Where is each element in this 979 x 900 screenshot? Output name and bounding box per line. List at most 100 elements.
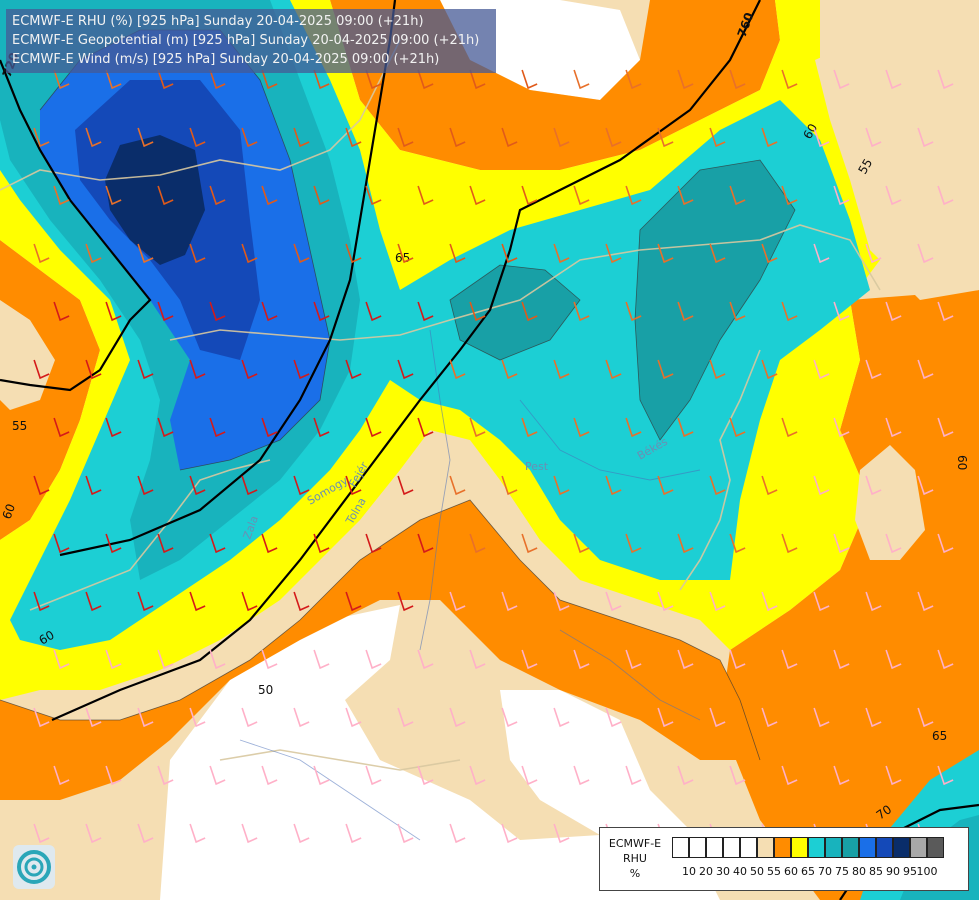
wind-barb [501,359,518,380]
wind-barb [105,69,122,90]
wind-barb [625,301,642,322]
wind-barb [605,591,622,612]
wind-barb [345,707,362,728]
wind-barb [157,649,174,670]
legend-swatch [859,837,876,858]
wind-barb [397,243,414,264]
legend-tick-label: 70 [818,865,832,878]
wind-barb [553,243,570,264]
wind-barb [917,475,934,496]
wind-barb [469,649,486,670]
wind-barb [521,649,538,670]
wind-barb [917,591,934,612]
wind-barb [313,69,330,90]
wind-barb [449,243,466,264]
legend-tick-label: 30 [716,865,730,878]
wind-barb [677,417,694,438]
country-border [679,349,761,591]
wind-barb [709,475,726,496]
wind-barb [189,823,206,844]
rhu-contour-label: 60 [0,502,18,521]
wind-barb [261,185,278,206]
wind-barb [85,127,102,148]
legend-swatch [910,837,927,858]
wind-barb [677,765,694,786]
map-title-box: ECMWF-E RHU (%) [925 hPa] Sunday 20-04-2… [6,9,496,73]
wind-barb [189,243,206,264]
wind-barb [573,649,590,670]
wind-barb [885,765,902,786]
wind-barb [209,69,226,90]
river [239,739,421,841]
wind-barb [865,475,882,496]
wind-barb [573,765,590,786]
wind-barb [397,359,414,380]
rhu-70-patch-east [635,160,795,440]
title-wind: ECMWF-E Wind (m/s) [925 hPa] Sunday 20-0… [12,52,440,67]
wind-barb [189,591,206,612]
wind-barb [261,69,278,90]
rhu-contour-label: 55 [12,419,27,433]
wind-barb [521,301,538,322]
legend-tick-label: 85 [869,865,883,878]
wind-barb [33,591,50,612]
geopotential-isoline-760 [51,0,761,722]
wind-barb [449,591,466,612]
wind-barb [937,765,954,786]
wind-barb [937,301,954,322]
legend-tick-label: 100 [916,865,938,878]
legend-swatch [842,837,859,858]
wind-barb [917,707,934,728]
wind-barb [605,475,622,496]
wind-barb [501,243,518,264]
wind-barb [605,359,622,380]
wind-barb [365,533,382,554]
legend-tick-label: 50 [750,865,764,878]
rhu-below50-area-east [500,690,690,835]
rhu-55-band-west [0,240,100,540]
wind-barb [729,765,746,786]
wind-barb [105,417,122,438]
wind-barb [521,185,538,206]
wind-barb [521,417,538,438]
contour-line [449,264,581,361]
wind-barb [657,127,674,148]
wind-barb [33,127,50,148]
wind-barb [53,649,70,670]
wind-barb [625,185,642,206]
wind-barb [209,185,226,206]
wind-barb [241,591,258,612]
wind-barb [209,301,226,322]
wind-barb [781,765,798,786]
wind-barb [761,591,778,612]
wind-barb [293,707,310,728]
wind-barb [313,765,330,786]
wind-barb [365,649,382,670]
wind-barb [729,185,746,206]
wind-barb [85,823,102,844]
legend-tick-label: 60 [784,865,798,878]
wind-barb [293,591,310,612]
wind-barb [397,823,414,844]
legend-swatch [740,837,757,858]
wind-barb [813,591,830,612]
river [519,399,701,481]
wind-barb [781,649,798,670]
river [419,329,451,651]
wind-barb [677,69,694,90]
wind-barb [833,185,850,206]
wind-barb [501,475,518,496]
river [559,629,701,721]
wind-barb [189,127,206,148]
wind-barb [241,475,258,496]
wind-barb [53,533,70,554]
wind-barb [209,765,226,786]
wind-barb [657,243,674,264]
wind-barb [885,69,902,90]
wind-barb [189,707,206,728]
wind-barb [625,649,642,670]
rhu-contour-label: 60 [800,121,820,141]
wind-barb [709,591,726,612]
wind-barb [885,417,902,438]
